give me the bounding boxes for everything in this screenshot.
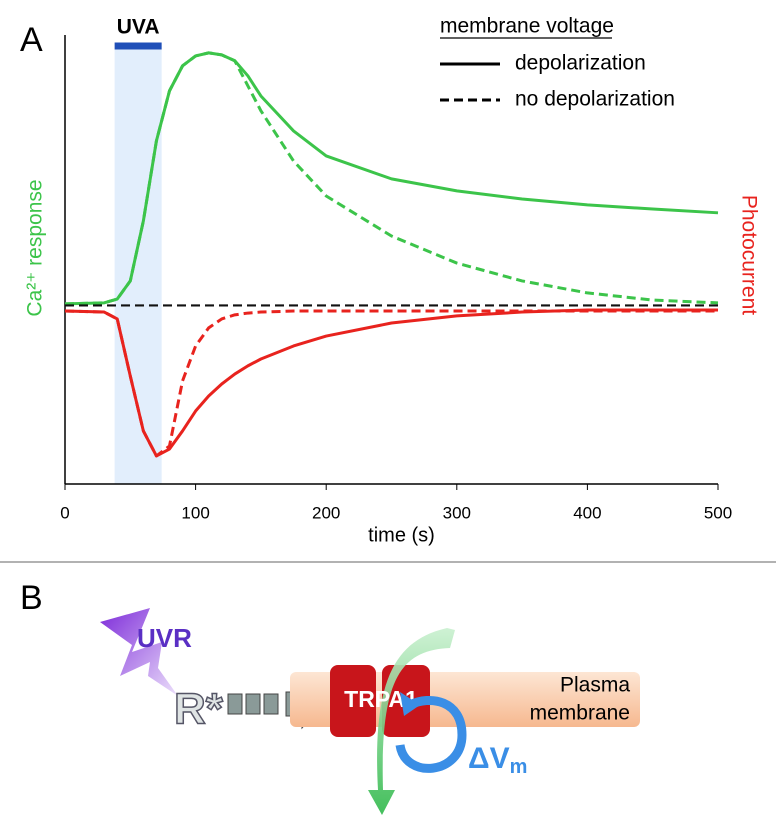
shaded-region-label: UVA	[117, 16, 160, 39]
x-tick-label: 200	[312, 503, 340, 522]
lightning-icon	[100, 608, 178, 696]
series-line	[64, 309, 718, 458]
x-tick-label: 400	[573, 503, 601, 522]
x-tick-label: 500	[704, 503, 732, 522]
signal-box	[263, 693, 279, 715]
chart: UVA 0 100 200 300 400 500 time (s) Ca²⁺ response…	[24, 15, 761, 547]
voltage-text: ΔV	[468, 742, 510, 775]
membrane-label: membrane	[530, 702, 630, 725]
series-line	[64, 308, 718, 458]
shaded-region	[114, 49, 162, 484]
x-tick-label: 300	[443, 503, 471, 522]
panel-label: A	[20, 21, 43, 59]
diagram: UVR R* Plasma membrane TRPA1 ΔVm	[100, 608, 640, 815]
legend-title: membrane voltage	[440, 15, 614, 38]
x-axis-title: time (s)	[368, 524, 435, 546]
signal-box	[227, 693, 243, 715]
ion-flow-arrow	[368, 628, 455, 815]
signal-box	[245, 693, 261, 715]
membrane-label: Plasma	[560, 674, 630, 697]
voltage-label: ΔVm	[468, 742, 527, 778]
stimulus-label: UVR	[137, 623, 192, 653]
feedback-arrow	[395, 695, 467, 773]
receptor-label: R*	[174, 685, 224, 734]
y2-axis-title: Photocurrent	[737, 195, 760, 315]
membrane	[290, 672, 640, 727]
voltage-subscript: m	[510, 756, 528, 778]
x-tick-label: 100	[181, 503, 209, 522]
legend-label: depolarization	[515, 52, 646, 75]
channel-subunit	[330, 665, 376, 737]
y-axis-title: Ca²⁺ response	[24, 179, 47, 316]
x-tick-label: 0	[60, 503, 69, 522]
panel-label: B	[20, 579, 43, 617]
legend-label: no depolarization	[515, 88, 675, 111]
series-line	[64, 51, 719, 306]
